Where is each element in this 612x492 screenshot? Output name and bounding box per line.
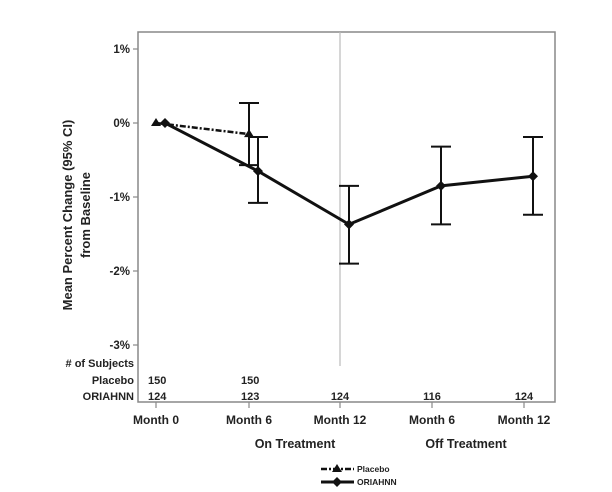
data-point-oriahnn [253, 166, 263, 177]
x-tick-label: Month 12 [498, 413, 551, 427]
subject-count: 124 [515, 391, 534, 403]
data-point-placebo [244, 129, 254, 138]
subjects-header: # of Subjects [66, 358, 134, 370]
y-axis-label-line1: Mean Percent Change (95% CI) [60, 120, 75, 311]
x-axis: Month 0 Month 6 Month 12 Month 6 Month 12 [133, 402, 551, 427]
data-point-placebo [151, 118, 161, 126]
subject-count: 150 [241, 375, 259, 387]
x-tick-label: Month 6 [409, 413, 455, 427]
legend-placebo-marker [332, 464, 342, 472]
subjects-row-label-placebo: Placebo [92, 375, 134, 387]
data-point-oriahnn [160, 118, 170, 128]
y-axis-label-line2: from Baseline [78, 172, 93, 258]
legend-oriahnn-label: ORIAHNN [357, 477, 397, 487]
x-tick-label: Month 0 [133, 413, 179, 427]
data-point-oriahnn [528, 171, 538, 182]
y-tick-label: 1% [113, 44, 130, 56]
y-tick-label: 0% [113, 118, 130, 130]
subject-count: 150 [148, 375, 166, 387]
x-tick-label: Month 12 [314, 413, 367, 427]
subject-count: 123 [241, 391, 259, 403]
y-tick-label: -1% [110, 192, 130, 204]
y-tick-label: -3% [110, 340, 130, 352]
y-axis: 1% 0% -1% -2% -3% [110, 44, 138, 352]
series-layer [151, 102, 543, 265]
group-label-off-treatment: Off Treatment [425, 437, 507, 451]
x-tick-label: Month 6 [226, 413, 272, 427]
legend: Placebo ORIAHNN [321, 464, 397, 487]
subject-counts: 150 150 124 123 124 116 124 [148, 375, 534, 403]
group-label-on-treatment: On Treatment [255, 437, 336, 451]
data-point-oriahnn [344, 219, 354, 230]
plot-frame [137, 31, 556, 403]
legend-oriahnn-marker [332, 477, 342, 487]
subject-count: 116 [423, 391, 441, 403]
legend-placebo-label: Placebo [357, 464, 390, 474]
data-point-oriahnn [436, 180, 446, 191]
subjects-row-label-oriahnn: ORIAHNN [83, 391, 134, 403]
subject-count: 124 [331, 391, 350, 403]
subject-count: 124 [148, 391, 167, 403]
y-tick-label: -2% [110, 266, 130, 278]
